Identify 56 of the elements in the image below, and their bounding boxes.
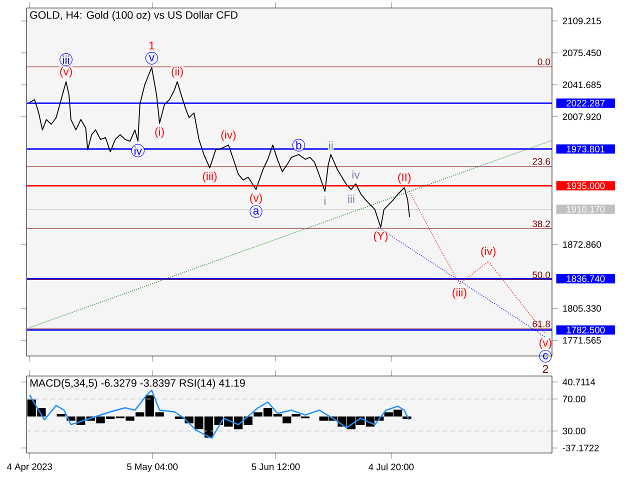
- annotation: (iv): [221, 130, 236, 142]
- x-tick-label: 4 Jul 20:00: [368, 463, 414, 470]
- annotation: 61.8: [532, 320, 550, 328]
- y-tick-label: 1805.330: [563, 305, 601, 312]
- y-tick-label: 2007.920: [562, 113, 601, 120]
- ref-line-label: 1973.801: [566, 146, 605, 152]
- y2-tick-label: 30.00: [562, 428, 586, 434]
- ref-line-label: 1836.740: [566, 275, 605, 282]
- annotation: 1: [149, 42, 154, 50]
- bar: [282, 416, 292, 424]
- annotation: (ii): [172, 67, 183, 78]
- y-tick-label: 1872.860: [563, 241, 601, 248]
- annotation: (iii): [202, 172, 217, 182]
- y-tick-label: -37.1722: [562, 444, 599, 452]
- line-series: [29, 67, 410, 228]
- y-tick-label: 40.7114: [562, 378, 596, 386]
- ref-line-label: 2022.287: [566, 100, 605, 106]
- y2-tick-label: 70.00: [562, 396, 586, 402]
- y-tick-label: 2075.450: [562, 50, 601, 56]
- annotation: iv: [134, 146, 142, 155]
- annotation: (v): [250, 194, 262, 204]
- line-series: [28, 390, 410, 439]
- annotation: (iv): [481, 246, 496, 258]
- bar: [292, 414, 300, 416]
- annotation: i: [324, 196, 326, 205]
- annotation: 23.6: [532, 158, 550, 165]
- annotation: iii: [63, 56, 70, 64]
- annotation: (v): [540, 338, 552, 349]
- annotation: c: [543, 353, 548, 360]
- y-tick-label: 2041.685: [562, 82, 601, 88]
- y-tick-label: 1771.565: [563, 337, 601, 344]
- ref-line-label: 1935.000: [566, 182, 605, 190]
- ref-line-label: 1910.170: [566, 206, 605, 213]
- annotation: (iii): [452, 288, 466, 299]
- y-tick-label: 2109.215: [562, 18, 601, 24]
- bar: [56, 414, 66, 416]
- annotation: (i): [155, 127, 164, 138]
- annotation: iii: [348, 194, 354, 203]
- x-tick-label: 5 May 04:00: [127, 463, 178, 472]
- x-tick-label: 4 Apr 2023: [7, 463, 52, 472]
- annotation: (Y): [374, 231, 388, 242]
- annotation: v: [148, 55, 154, 62]
- annotation: (v): [60, 67, 72, 78]
- chart-title: MACD(5,34,5) -6.3279 -3.8397 RSI(14) 41.19: [30, 378, 245, 389]
- annotation: b: [296, 141, 302, 150]
- annotation: 38.2: [532, 220, 550, 228]
- annotation: 0.0: [538, 58, 550, 66]
- annotation: 50.0: [532, 272, 550, 278]
- chart-title: GOLD, H4: Gold (100 oz) vs US Dollar CFD: [30, 10, 238, 21]
- annotation: a: [253, 208, 260, 215]
- annotation: (II): [398, 173, 411, 184]
- x-tick-label: 5 Jun 12:00: [252, 463, 300, 470]
- annotation: ii: [329, 141, 333, 150]
- annotation: iv: [352, 170, 360, 179]
- annotation: 2: [542, 364, 548, 373]
- ref-line-label: 1782.500: [566, 326, 605, 334]
